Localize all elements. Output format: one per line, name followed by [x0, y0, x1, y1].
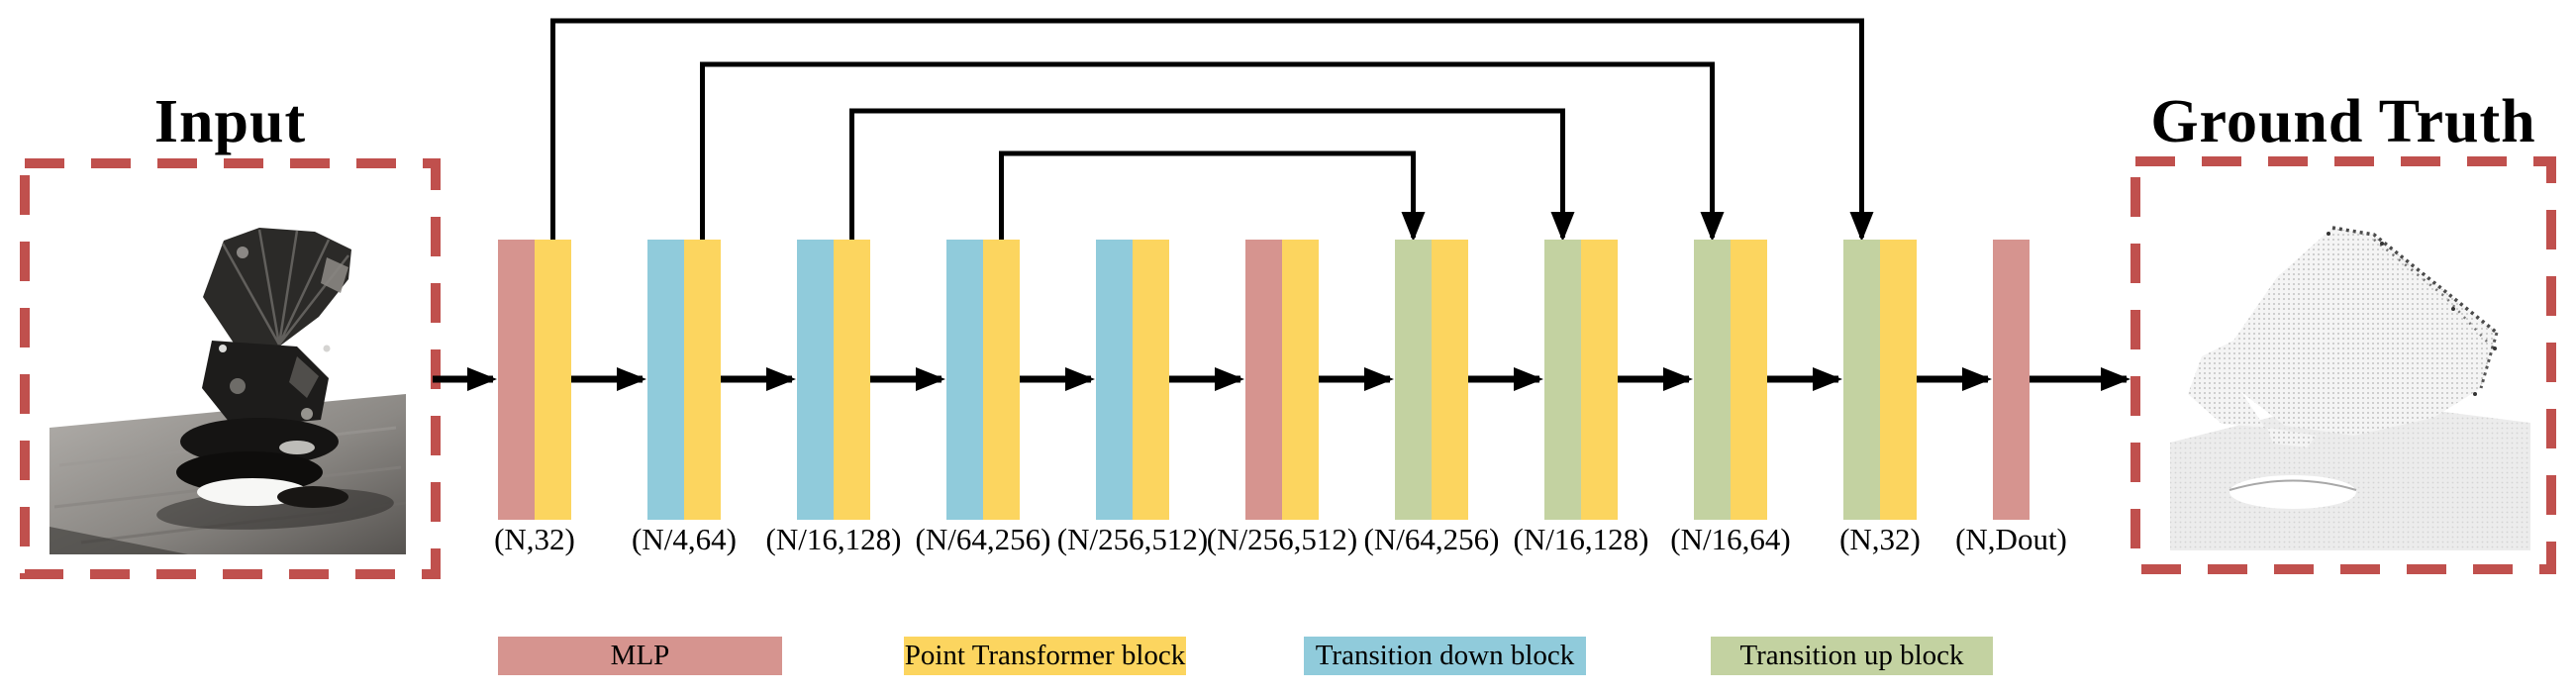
block-dims-label: (N/256,512) — [1206, 522, 1358, 556]
point-transformer-bar — [1432, 240, 1468, 520]
block-dims-label: (N/16,128) — [1513, 522, 1649, 556]
legend-item-transition-up: Transition up block — [1711, 637, 1993, 675]
block-dims-label: (N/16,128) — [765, 522, 902, 556]
transition-up-bar — [1544, 240, 1581, 520]
block-dims-label: (N,32) — [494, 522, 575, 556]
transition-down-bar — [647, 240, 684, 520]
legend-item-point-transformer: Point Transformer block — [904, 637, 1186, 675]
legend-item-transition-down: Transition down block — [1304, 637, 1586, 675]
skip-connection-arrow — [849, 108, 1575, 245]
point-transformer-bar — [1133, 240, 1169, 520]
ground-truth-title: Ground Truth — [2150, 88, 2536, 155]
skip-connection-arrow — [999, 150, 1426, 245]
transition-down-bar — [797, 240, 834, 520]
transition-down-bar — [946, 240, 983, 520]
transition-up-bar — [1395, 240, 1432, 520]
mlp-bar — [1993, 240, 2030, 520]
point-transformer-bar — [535, 240, 571, 520]
point-transformer-bar — [983, 240, 1020, 520]
ground-truth-pointcloud — [2170, 226, 2530, 550]
legend-item-mlp: MLP — [498, 637, 782, 675]
block-dims-label: (N,Dout) — [1955, 522, 2067, 556]
point-transformer-bar — [1880, 240, 1917, 520]
skip-connection-arrow — [550, 18, 1874, 245]
transition-down-bar — [1096, 240, 1133, 520]
point-transformer-bar — [1731, 240, 1767, 520]
input-dashed-box — [20, 158, 441, 579]
block-dims-label: (N/64,256) — [1363, 522, 1500, 556]
mlp-bar — [1245, 240, 1282, 520]
transition-up-bar — [1843, 240, 1880, 520]
mlp-bar — [498, 240, 535, 520]
point-transformer-bar — [684, 240, 721, 520]
block-dims-label: (N/4,64) — [632, 522, 737, 556]
point-transformer-bar — [1282, 240, 1319, 520]
block-dims-label: (N,32) — [1839, 522, 1921, 556]
input-photo — [50, 220, 407, 554]
ground-truth-dashed-box — [2130, 156, 2556, 574]
point-transformer-bar — [1581, 240, 1618, 520]
block-dims-label: (N/256,512) — [1056, 522, 1209, 556]
block-dims-label: (N/16,64) — [1670, 522, 1791, 556]
skip-connection-arrow — [700, 61, 1725, 245]
transition-up-bar — [1694, 240, 1731, 520]
block-dims-label: (N/64,256) — [915, 522, 1051, 556]
input-title: Input — [153, 88, 307, 155]
point-transformer-bar — [834, 240, 870, 520]
